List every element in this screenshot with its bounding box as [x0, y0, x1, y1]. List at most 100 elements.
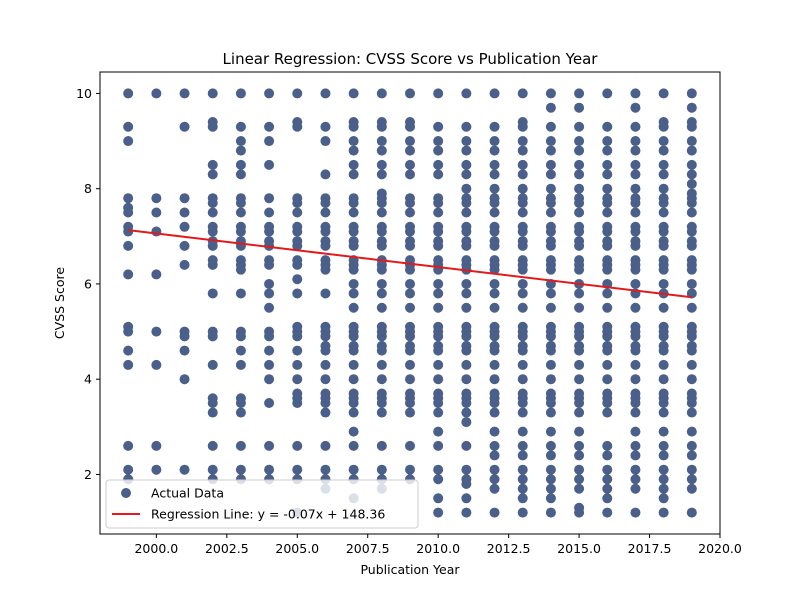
data-point: [264, 136, 275, 147]
data-point: [461, 478, 472, 489]
data-point: [461, 345, 472, 356]
x-tick-label: 2005.0: [275, 541, 319, 556]
x-tick-label: 2015.0: [557, 541, 601, 556]
data-point: [517, 450, 528, 461]
data-point: [405, 240, 415, 251]
data-point: [123, 240, 134, 251]
data-point: [489, 407, 500, 418]
data-point: [461, 88, 472, 99]
data-point: [545, 426, 556, 437]
y-axis: 2 4 6 8 10: [76, 86, 100, 482]
data-point: [292, 288, 303, 299]
data-point: [517, 474, 528, 485]
data-point: [376, 359, 387, 370]
data-point: [545, 331, 556, 342]
data-point: [630, 474, 641, 485]
data-point: [489, 464, 500, 475]
data-point: [658, 145, 669, 156]
data-point: [320, 398, 331, 409]
data-point: [433, 278, 444, 289]
data-point: [235, 398, 246, 409]
data-point: [235, 207, 246, 218]
data-point: [489, 278, 500, 289]
data-point: [602, 159, 613, 170]
data-point: [489, 207, 500, 218]
data-point: [179, 121, 190, 132]
data-point: [264, 207, 275, 218]
data-point: [686, 440, 697, 451]
data-point: [489, 359, 500, 370]
data-point: [489, 426, 500, 437]
data-point: [461, 197, 472, 208]
data-point: [433, 145, 444, 156]
data-point: [545, 483, 556, 494]
data-point: [179, 240, 190, 251]
data-point: [658, 493, 669, 504]
data-point: [292, 274, 303, 285]
data-point: [461, 359, 472, 370]
data-point: [630, 374, 641, 385]
data-point: [151, 440, 162, 451]
data-point: [235, 345, 246, 356]
data-point: [348, 159, 359, 170]
data-point: [292, 359, 303, 370]
data-point: [602, 493, 613, 504]
data-point: [517, 398, 528, 409]
data-point: [602, 302, 613, 313]
data-point: [151, 88, 162, 99]
data-point: [207, 398, 218, 409]
data-point: [405, 169, 415, 180]
data-point: [433, 398, 444, 409]
data-point: [348, 197, 359, 208]
data-point: [179, 374, 190, 385]
x-tick-label: 2017.5: [628, 541, 672, 556]
data-point: [630, 464, 641, 475]
data-point: [151, 207, 162, 218]
data-point: [376, 398, 387, 409]
data-point: [376, 464, 387, 475]
data-point: [545, 507, 556, 518]
data-point: [348, 345, 359, 356]
data-point: [489, 474, 500, 485]
data-point: [545, 136, 556, 147]
data-point: [461, 302, 472, 313]
data-point: [123, 345, 134, 356]
data-point: [405, 374, 415, 385]
data-point: [686, 398, 697, 409]
data-point: [376, 440, 387, 451]
data-point: [686, 507, 697, 518]
data-point: [686, 302, 697, 313]
data-point: [602, 374, 613, 385]
data-point: [517, 302, 528, 313]
data-point: [602, 331, 613, 342]
scatter-points: [123, 88, 697, 518]
data-point: [461, 507, 472, 518]
data-point: [264, 398, 275, 409]
data-point: [123, 269, 134, 280]
data-point: [320, 197, 331, 208]
data-point: [433, 426, 444, 437]
data-point: [574, 121, 585, 132]
data-point: [461, 136, 472, 147]
data-point: [433, 507, 444, 518]
data-point: [461, 278, 472, 289]
data-point: [348, 359, 359, 370]
data-point: [348, 169, 359, 180]
data-point: [489, 159, 500, 170]
data-point: [686, 474, 697, 485]
data-point: [489, 183, 500, 194]
data-point: [630, 226, 641, 237]
data-point: [630, 145, 641, 156]
data-point: [179, 207, 190, 218]
data-point: [151, 326, 162, 337]
data-point: [123, 121, 134, 132]
y-tick-label: 10: [76, 86, 92, 101]
data-point: [489, 226, 500, 237]
data-point: [630, 345, 641, 356]
data-point: [264, 121, 275, 132]
data-point: [602, 464, 613, 475]
data-point: [179, 221, 190, 232]
data-point: [630, 398, 641, 409]
data-point: [602, 288, 613, 299]
data-point: [686, 159, 697, 170]
